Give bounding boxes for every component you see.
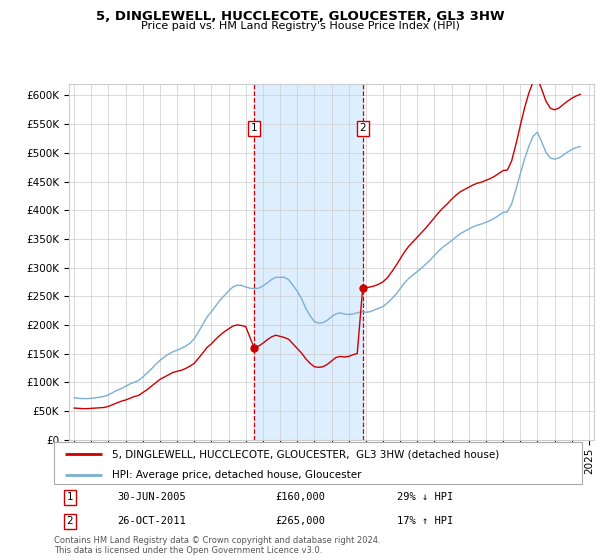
Text: 1: 1 [251,123,257,133]
Text: 2: 2 [359,123,366,133]
Text: 1: 1 [67,492,73,502]
Text: 30-JUN-2005: 30-JUN-2005 [118,492,186,502]
FancyBboxPatch shape [54,442,582,484]
Text: 17% ↑ HPI: 17% ↑ HPI [397,516,454,526]
Text: 29% ↓ HPI: 29% ↓ HPI [397,492,454,502]
Text: 5, DINGLEWELL, HUCCLECOTE, GLOUCESTER, GL3 3HW: 5, DINGLEWELL, HUCCLECOTE, GLOUCESTER, G… [95,10,505,23]
Text: £160,000: £160,000 [276,492,326,502]
Text: £265,000: £265,000 [276,516,326,526]
Bar [254,84,363,440]
Text: 2: 2 [67,516,73,526]
Text: HPI: Average price, detached house, Gloucester: HPI: Average price, detached house, Glou… [112,470,362,480]
Text: Contains HM Land Registry data © Crown copyright and database right 2024.
This d: Contains HM Land Registry data © Crown c… [54,536,380,556]
Text: 5, DINGLEWELL, HUCCLECOTE, GLOUCESTER,  GL3 3HW (detached house): 5, DINGLEWELL, HUCCLECOTE, GLOUCESTER, G… [112,449,499,459]
Text: Price paid vs. HM Land Registry's House Price Index (HPI): Price paid vs. HM Land Registry's House … [140,21,460,31]
Text: 26-OCT-2011: 26-OCT-2011 [118,516,186,526]
